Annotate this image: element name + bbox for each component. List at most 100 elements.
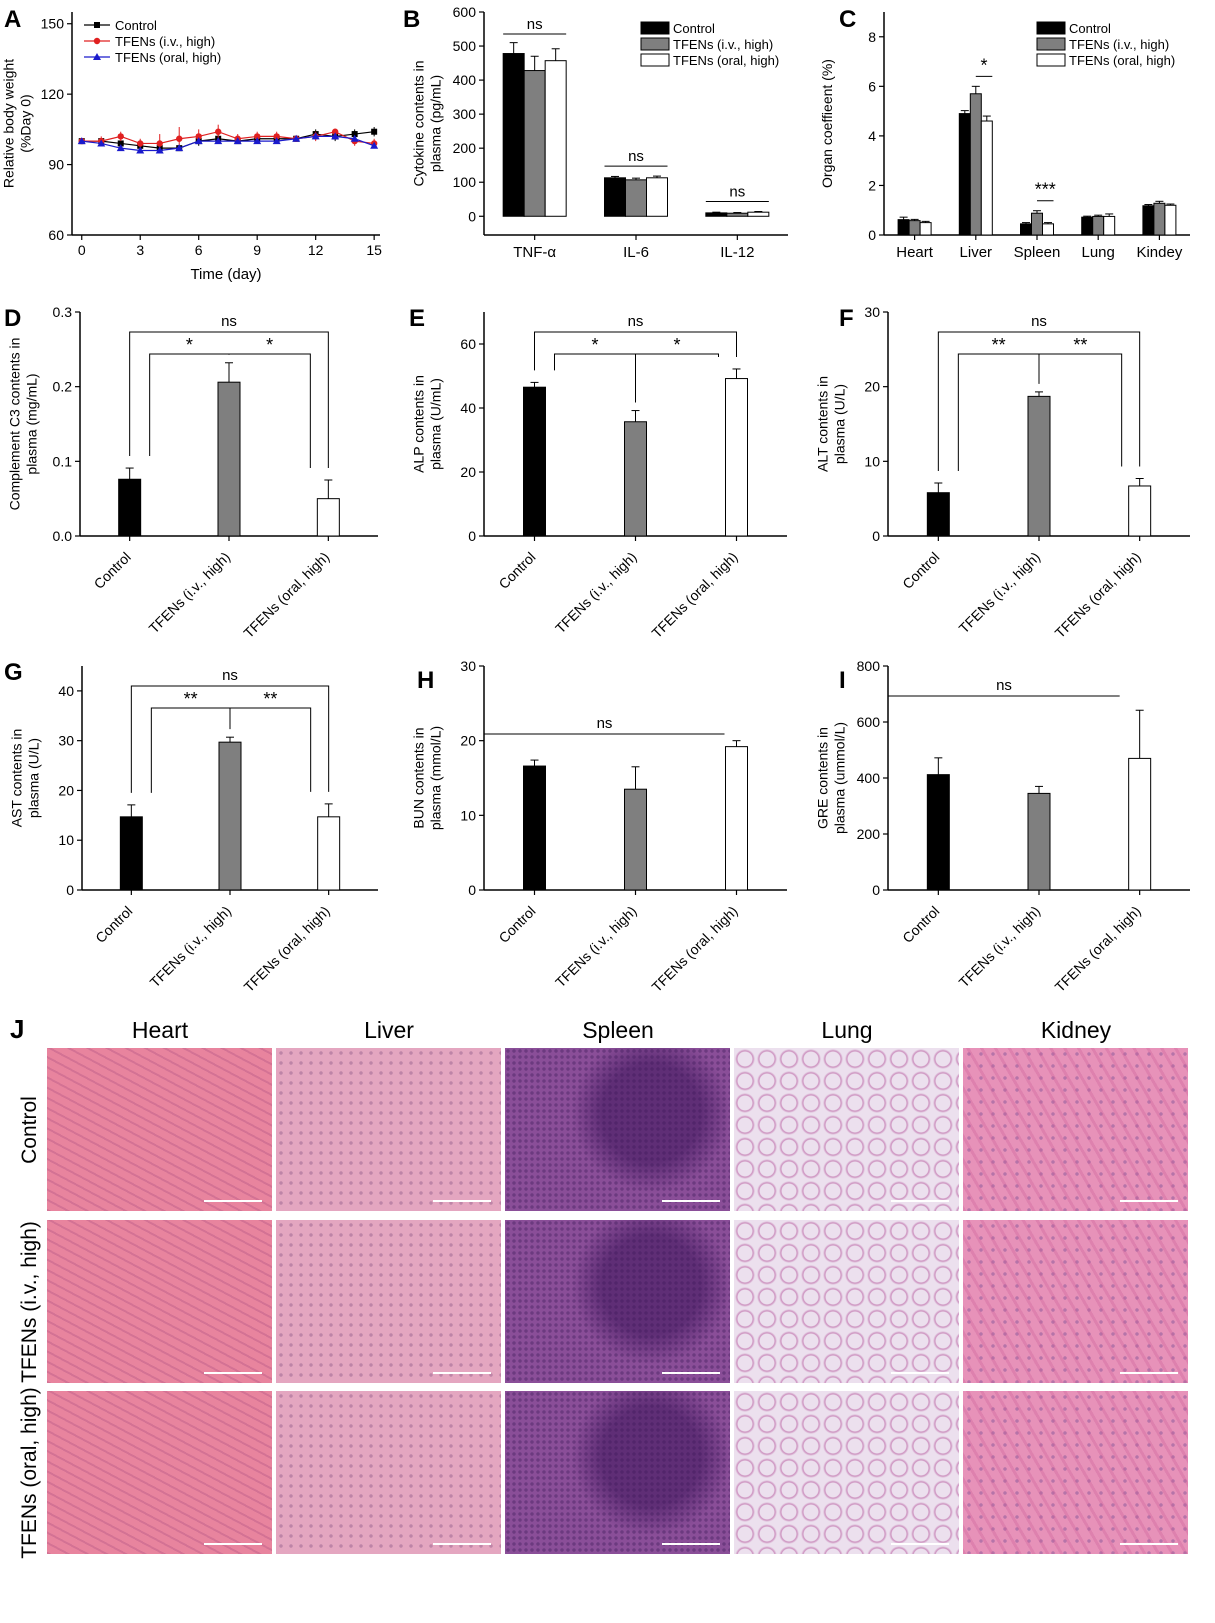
A-point [176,135,183,142]
E-y-tick-label: 0 [468,528,476,544]
A-y-tick-label: 60 [48,227,64,243]
C-bar [980,120,993,236]
E-significance-bracket [635,353,719,357]
histology-column-label: Spleen [582,1017,654,1043]
A-point [292,134,301,142]
G-x-tick-label: TFENs (i.v., high) [147,903,235,991]
G-significance-bracket [130,685,330,793]
panel-letter-F: F [839,305,854,332]
scale-bar [662,1200,720,1202]
C-legend-label: Control [1069,21,1111,36]
D-significance-label: * [266,335,273,355]
A-point [156,140,163,147]
A-x-axis-label: Time (day) [190,266,261,283]
histology-image-heart [47,1220,272,1383]
A-legend-marker [93,53,101,60]
B-bar [502,53,525,217]
histology-image-kidney [963,1048,1188,1211]
A-point [371,128,378,135]
F-y-tick-label: 20 [864,379,880,395]
A-point [350,134,359,142]
G-significance-label: ns [222,667,238,684]
B-y-tick-label: 600 [453,4,477,20]
I-y-axis-label: GRE contents in [815,727,831,829]
C-bar [1164,204,1177,236]
A-point [77,137,86,145]
E-significance-label: * [673,335,680,355]
scale-bar [204,1372,262,1374]
B-bar [625,179,647,217]
G-x-tick-label: Control [92,903,135,946]
A-legend-marker [94,22,100,28]
C-legend-swatch [1036,53,1066,67]
C-bar [1103,215,1116,236]
A-point [273,133,280,140]
scale-bar [662,1543,720,1545]
H-y-axis-label: plasma (mmol/L) [428,726,444,830]
panel-letter-J: J [10,1014,25,1044]
A-legend-label: Control [115,18,157,33]
C-bar [1042,223,1054,236]
scale-bar [1120,1543,1178,1545]
C-bar [1153,202,1166,236]
G-y-tick-label: 40 [58,683,74,699]
C-legend-label: TFENs (i.v., high) [1069,37,1169,52]
I-x-tick-label: TFENs (i.v., high) [956,903,1044,991]
scale-bar [891,1200,949,1202]
F-y-tick-label: 0 [872,528,880,544]
panel-letter-E: E [409,305,425,332]
scale-bar [204,1543,262,1545]
B-bar [523,70,546,217]
A-y-tick-label: 90 [48,157,64,173]
D-x-tick-label: Control [91,549,134,592]
scale-bar [1120,1372,1178,1374]
F-y-tick-label: 10 [864,453,880,469]
A-point [214,137,223,145]
A-x-tick-label: 3 [136,242,144,258]
B-significance-label: ns [527,16,543,33]
C-legend-swatch [1036,37,1066,51]
C-bar [969,93,982,236]
panel-letter-H: H [417,667,434,694]
histology-image-lung [734,1391,959,1554]
histology-image-liver [276,1048,501,1211]
H-y-tick-label: 0 [468,882,476,898]
A-legend-marker [93,37,101,45]
F-bar [1027,395,1051,537]
C-bar [919,222,932,236]
I-bar [1027,792,1051,891]
E-y-axis-label: ALP contents in [411,375,427,473]
C-y-tick-label: 2 [868,177,876,193]
C-bar [908,220,921,236]
B-y-tick-label: 400 [453,72,477,88]
C-bar [1081,216,1094,236]
scale-bar [891,1372,949,1374]
A-x-tick-label: 0 [78,242,86,258]
G-significance-bracket [150,707,231,793]
E-y-tick-label: 60 [460,336,476,352]
B-y-tick-label: 0 [468,208,476,224]
C-bar [1142,205,1155,236]
E-bar [523,386,546,537]
B-legend-label: TFENs (i.v., high) [673,37,773,52]
C-x-tick-label: Heart [896,244,934,261]
A-y-axis-label: Relative body weight [1,59,17,188]
E-significance-bracket [534,331,737,371]
panel-letter-G: G [4,659,23,686]
histology-column-label: Liver [364,1017,414,1043]
F-x-tick-label: TFENs (oral, high) [1052,549,1144,641]
I-significance-label: ns [996,677,1012,694]
B-significance-label: ns [628,148,644,165]
F-y-tick-label: 30 [864,304,880,320]
G-y-axis-label: AST contents in [9,729,25,828]
A-point [331,132,340,140]
F-significance-bracket [957,353,1040,471]
G-y-tick-label: 0 [66,882,74,898]
H-x-tick-label: TFENs (oral, high) [648,903,740,995]
B-x-tick-label: IL-6 [623,244,649,261]
D-y-tick-label: 0.2 [53,379,73,395]
C-x-tick-label: Spleen [1014,244,1061,261]
B-bar [604,177,626,217]
C-x-tick-label: Kindey [1136,244,1182,261]
